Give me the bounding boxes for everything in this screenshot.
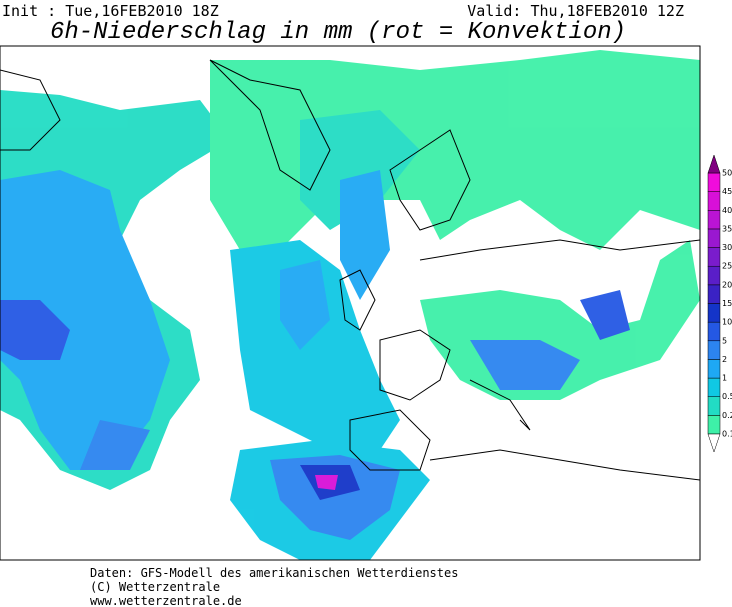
legend-label: 45 <box>722 187 732 196</box>
legend-label: 35 <box>722 224 732 233</box>
legend-label: 20 <box>722 280 732 289</box>
legend-swatch <box>707 228 721 248</box>
footer-line: (C) Wetterzentrale <box>90 580 220 594</box>
legend-swatch <box>707 303 721 323</box>
legend-swatch <box>707 191 721 211</box>
init-time: Init : Tue,16FEB2010 18Z <box>2 2 219 20</box>
legend-label: 40 <box>722 206 732 215</box>
legend-label: 30 <box>722 243 732 252</box>
footer-line: www.wetterzentrale.de <box>90 594 242 607</box>
legend-label: 10 <box>722 318 732 327</box>
legend-label: 1 <box>722 374 727 383</box>
legend-label: 15 <box>722 299 732 308</box>
precip-fields <box>0 50 700 560</box>
legend-label: 0.5 <box>722 392 732 401</box>
legend-label: 0.2 <box>722 411 732 420</box>
legend-end <box>707 154 721 174</box>
legend-label: 25 <box>722 262 732 271</box>
valid-time: Valid: Thu,18FEB2010 12Z <box>467 2 684 20</box>
legend-swatch <box>707 377 721 397</box>
footer-line: Daten: GFS-Modell des amerikanischen Wet… <box>90 566 458 580</box>
legend-swatch <box>707 284 721 304</box>
legend-swatch <box>707 340 721 360</box>
legend-label: 2 <box>722 355 727 364</box>
map <box>0 45 701 561</box>
coastlines <box>0 59 701 481</box>
map-frame <box>0 45 701 561</box>
legend-swatch <box>707 265 721 286</box>
legend-swatch <box>707 415 721 435</box>
legend-swatch <box>707 321 721 342</box>
legend-swatch <box>707 210 721 230</box>
legend-label: 5 <box>722 336 727 345</box>
legend-end <box>707 433 721 453</box>
legend-swatch <box>707 359 721 379</box>
legend-swatch <box>707 172 721 192</box>
legend-label: 0.1 <box>722 430 732 439</box>
color-legend: 0.10.20.5125101520253035404550 <box>707 154 732 453</box>
legend-label: 50 <box>722 169 732 178</box>
map-title: 6h-Niederschlag in mm (rot = Konvektion) <box>50 19 626 46</box>
legend-swatch <box>707 247 721 267</box>
legend-swatch <box>707 396 721 416</box>
